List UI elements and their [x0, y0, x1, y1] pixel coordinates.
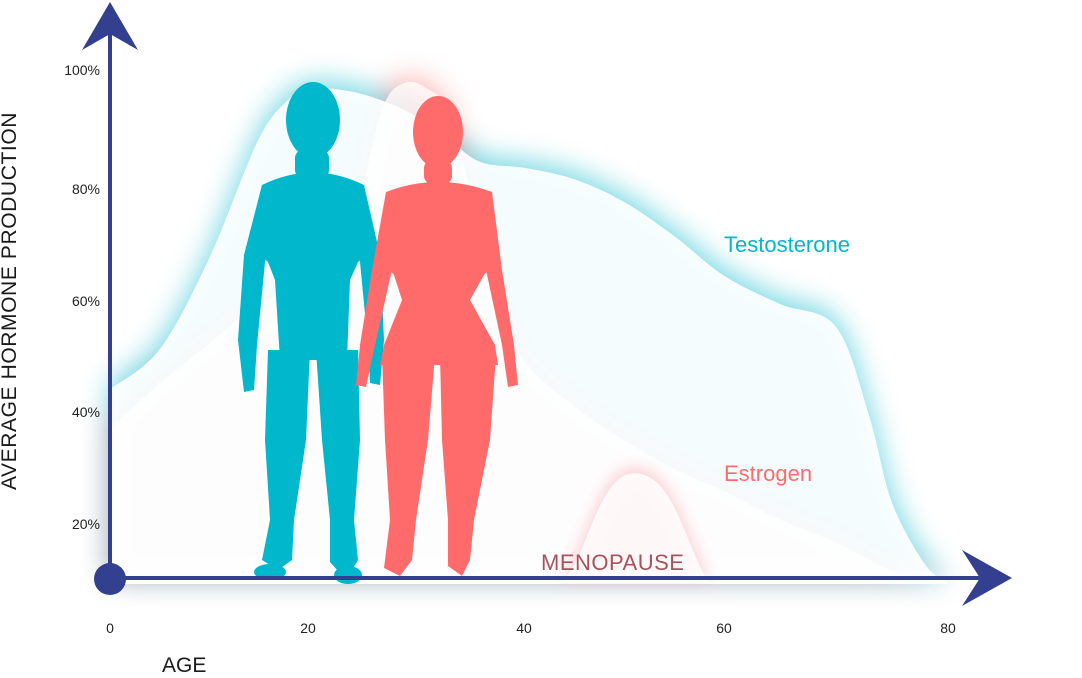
y-axis-title: AVERAGE HORMONE PRODUCTION	[0, 111, 21, 491]
series-label-testosterone: Testosterone	[724, 232, 850, 257]
x-tick-label: 60	[716, 620, 732, 636]
x-axis-arrow	[962, 550, 1012, 606]
menopause-bump-layer	[554, 468, 709, 583]
menopause-annotation: MENOPAUSE	[541, 550, 685, 575]
x-tick-label: 20	[300, 620, 316, 636]
x-axis-title: AGE	[162, 654, 207, 677]
y-tick-label: 60%	[71, 293, 100, 309]
y-axis-title-wrap: AVERAGE HORMONE PRODUCTION	[0, 0, 22, 676]
y-tick-label: 40%	[71, 404, 100, 420]
series-label-estrogen: Estrogen	[724, 461, 813, 486]
curve-fill-layer	[110, 81, 948, 584]
y-tick-label: 80%	[71, 181, 100, 197]
y-tick-label: 20%	[71, 516, 100, 532]
x-tick-label: 0	[106, 620, 114, 636]
female-silhouette	[356, 96, 518, 576]
axes	[82, 2, 1012, 606]
x-tick-label: 40	[516, 620, 532, 636]
x-tick-label: 80	[940, 620, 956, 636]
series-area-estrogen	[110, 81, 948, 584]
y-tick-label: 100%	[64, 62, 100, 78]
menopause-bump	[554, 473, 709, 583]
y-axis-arrow	[82, 2, 138, 50]
origin-dot	[94, 563, 126, 595]
